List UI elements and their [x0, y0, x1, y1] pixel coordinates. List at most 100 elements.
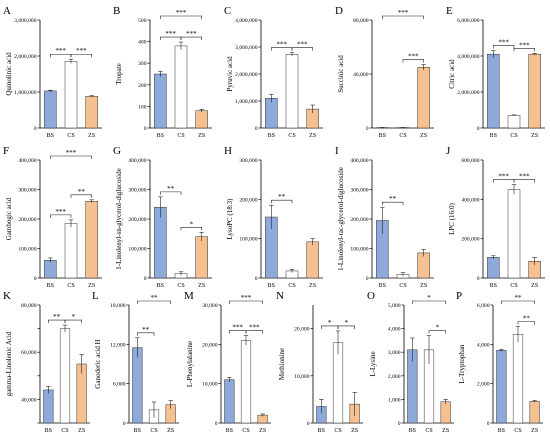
- panel-letter: M: [184, 290, 194, 302]
- significance-label: ***: [519, 173, 530, 181]
- y-axis-label: Quinolinic acid: [5, 52, 13, 96]
- significance-bracket: [180, 36, 202, 41]
- y-tick-label: 0: [34, 276, 37, 282]
- y-axis-label: LPC (16:0): [448, 202, 456, 234]
- x-tick-label: CS: [334, 428, 341, 434]
- bar-ZS: [195, 236, 208, 279]
- y-axis-label: Succinic acid: [337, 55, 345, 93]
- x-tick-label: ZS: [531, 283, 538, 289]
- y-tick-label: 0: [215, 421, 218, 427]
- y-tick-label: 2,000,000: [235, 72, 258, 78]
- bar-BS: [43, 389, 54, 424]
- y-tick-label: 6,000: [113, 382, 126, 388]
- x-tick-label: ZS: [309, 283, 316, 289]
- significance-label: ***: [55, 47, 66, 55]
- y-tick-label: 400,000: [128, 158, 146, 164]
- y-tick-label: 400,000: [18, 158, 36, 164]
- y-tick-label: 400: [138, 40, 147, 46]
- x-tick-label: CS: [67, 133, 74, 139]
- significance-label: ***: [76, 47, 87, 55]
- y-tick-label: 0: [487, 421, 490, 427]
- y-tick-label: 0: [34, 126, 37, 132]
- significance-label: ***: [232, 324, 243, 332]
- significance-label: ***: [176, 9, 187, 17]
- x-tick-label: ZS: [88, 283, 95, 289]
- x-tick-label: BS: [268, 133, 275, 139]
- y-tick-label: 100,000: [18, 247, 36, 253]
- y-axis-label: Gambogic acid: [5, 197, 13, 240]
- bar-CS: [174, 45, 188, 129]
- y-tick-label: 0: [366, 276, 369, 282]
- x-tick-label: ZS: [309, 133, 316, 139]
- y-tick-label: 18,000: [110, 303, 126, 309]
- y-axis-label: Tropate: [115, 63, 123, 85]
- y-tick-label: 12,000: [110, 342, 126, 348]
- x-tick-label: BS: [45, 428, 52, 434]
- y-tick-label: 20,000: [202, 342, 218, 348]
- panel-letter: O: [367, 290, 375, 302]
- x-tick-label: CS: [288, 133, 295, 139]
- y-tick-label: 4,000: [477, 342, 490, 348]
- y-tick-label: 0: [477, 276, 480, 282]
- significance-bracket: [402, 59, 424, 63]
- panel-P: P L-Tryptophan 0 2,000 4,000 6,000 BS CS ZS ** **: [456, 290, 543, 434]
- bar-CS: [285, 54, 299, 129]
- significance-bracket: [337, 325, 355, 329]
- y-tick-label: 100: [138, 104, 147, 110]
- x-tick-label: CS: [177, 133, 184, 139]
- y-tick-label: 2,000: [477, 382, 490, 388]
- panel-A: A Quinolinic acid 0 1,000,000 2,000,000 3,000…: [3, 5, 102, 139]
- significance-bracket: [382, 201, 404, 206]
- y-axis-label: L-Tryptophan: [458, 344, 466, 384]
- bar-CS: [240, 340, 252, 424]
- panel-J: J LPC (16:0) 0 200,000 400,000 600,000 BS CS ZS *…: [446, 145, 545, 289]
- y-tick-label: 200: [138, 83, 147, 89]
- panel-M: M L-Phenylalanine 0 10,000 20,000 30,000 BS CS Z…: [184, 290, 271, 434]
- significance-bracket: [137, 332, 155, 336]
- y-tick-label: 300,000: [18, 188, 36, 194]
- y-tick-label: 600,000: [461, 158, 479, 164]
- significance-label: **: [53, 313, 61, 321]
- x-tick-label: ZS: [198, 283, 205, 289]
- y-tick-label: 200,000: [239, 197, 257, 203]
- significance-bracket: [501, 300, 535, 304]
- bar-BS: [487, 257, 500, 279]
- panel-letter: C: [224, 5, 231, 17]
- x-tick-label: ZS: [531, 428, 538, 434]
- x-tick-label: BS: [490, 283, 497, 289]
- bar-ZS: [440, 401, 451, 424]
- x-tick-label: CS: [425, 428, 432, 434]
- significance-bracket: [70, 194, 92, 198]
- y-tick-label: 40,000: [353, 72, 369, 78]
- significance-label: ***: [66, 149, 77, 157]
- significance-label: ***: [498, 173, 509, 181]
- significance-label: **: [151, 294, 159, 302]
- significance-bracket: [180, 226, 202, 231]
- bar-BS: [44, 90, 57, 129]
- significance-bracket: [382, 15, 424, 19]
- bar-BS: [487, 53, 500, 129]
- significance-label: *: [427, 294, 431, 302]
- x-tick-label: ZS: [420, 133, 427, 139]
- y-tick-label: 3,000: [388, 350, 401, 356]
- significance-bracket: [137, 300, 171, 304]
- panel-letter: I: [335, 145, 339, 157]
- panel-letter: K: [3, 290, 11, 302]
- y-tick-label: 0: [255, 126, 258, 132]
- bar-BS: [224, 379, 235, 424]
- significance-bracket: [70, 53, 92, 58]
- y-tick-label: 300,000: [350, 188, 368, 194]
- significance-label: ***: [55, 208, 66, 216]
- y-tick-label: 40,000: [21, 397, 37, 403]
- y-axis-label: Ganoderic acid H: [94, 339, 102, 388]
- significance-label: **: [278, 193, 286, 201]
- bar-BS: [154, 73, 167, 129]
- panel-letter: N: [276, 290, 284, 302]
- significance-bracket: [245, 330, 263, 334]
- y-tick-label: 200,000: [128, 217, 146, 223]
- y-tick-label: 5,000: [388, 303, 401, 309]
- x-tick-label: CS: [150, 428, 157, 434]
- panel-letter: H: [224, 145, 232, 157]
- x-tick-label: BS: [379, 133, 386, 139]
